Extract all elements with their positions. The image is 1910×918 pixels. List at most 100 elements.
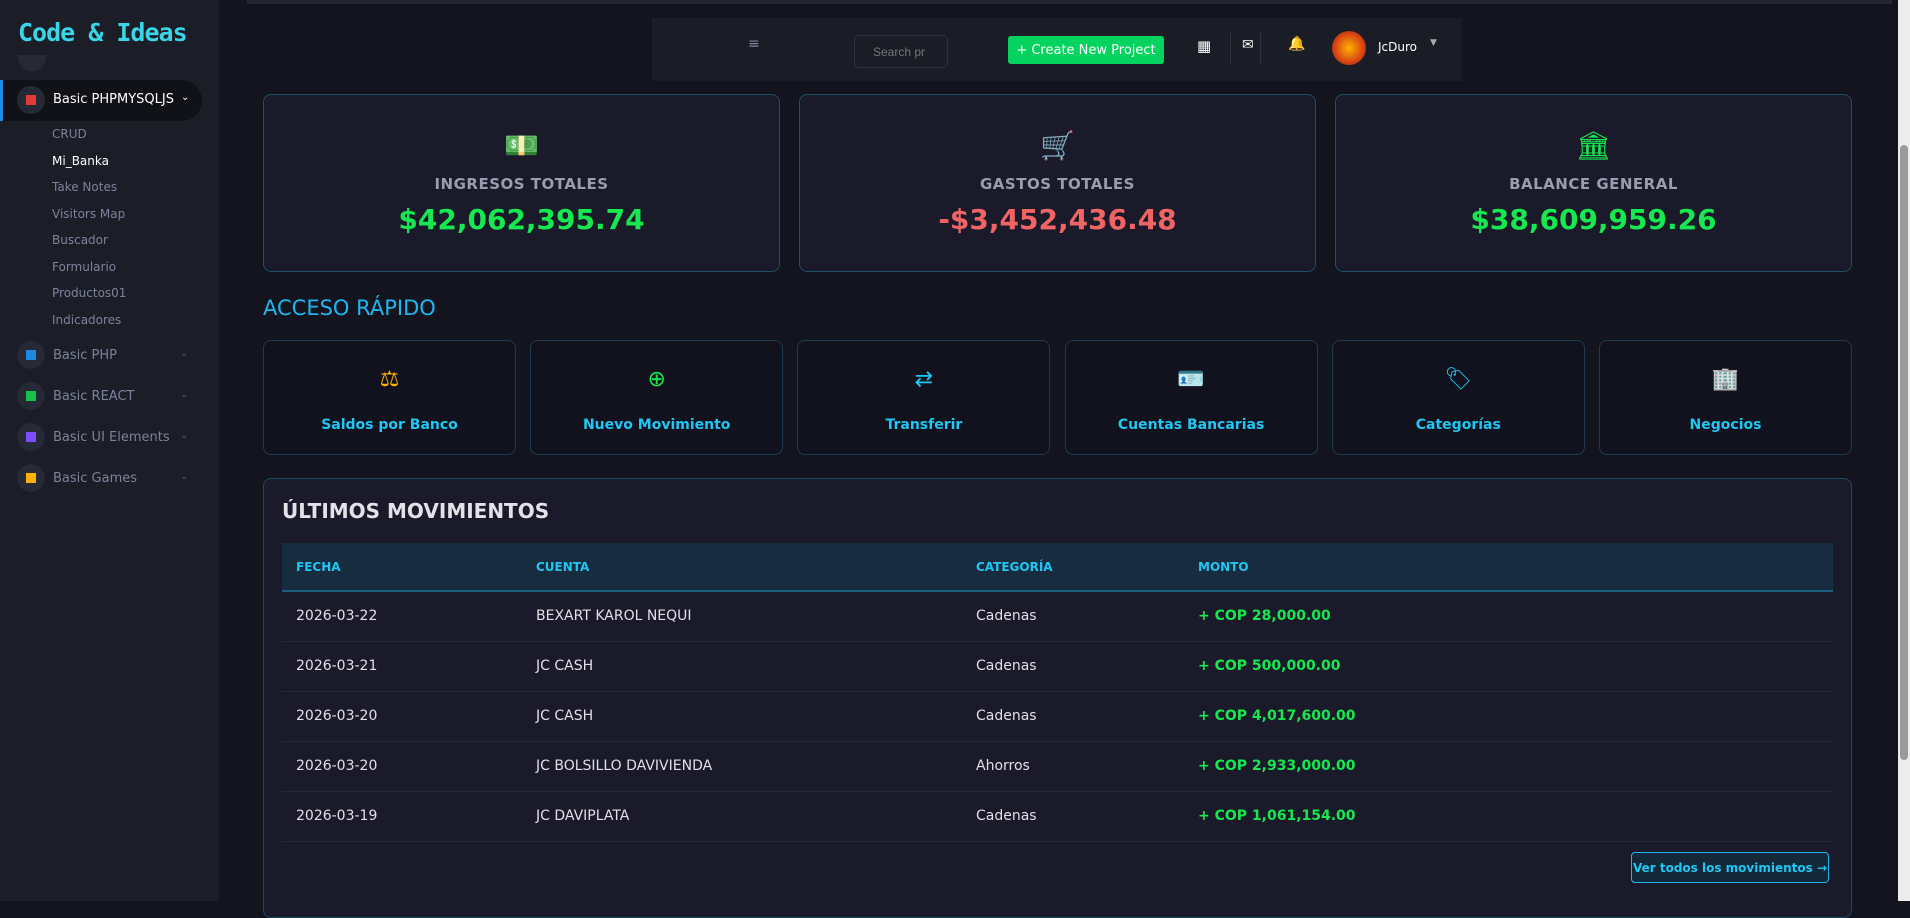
stat-label: INGRESOS TOTALES <box>434 175 609 193</box>
stat-card: 💵 INGRESOS TOTALES $42,062,395.74 <box>263 94 780 272</box>
sidebar-subitem[interactable]: Mi_Banka <box>52 153 109 168</box>
table-cell: Cadenas <box>962 641 1184 692</box>
table-cell: 2026-03-21 <box>282 641 522 692</box>
hamburger-icon[interactable]: ≡ <box>748 36 760 52</box>
create-project-button[interactable]: + Create New Project <box>1008 36 1164 64</box>
table-row: 2026-03-20 JC CASH Cadenas + COP 4,017,600.… <box>282 691 1833 742</box>
bell-icon[interactable]: 🔔 <box>1288 36 1306 52</box>
table-cell: 2026-03-20 <box>282 691 522 742</box>
table-cell: Ahorros <box>962 741 1184 792</box>
table-cell: + COP 4,017,600.00 <box>1184 691 1833 742</box>
sidebar: Code & Ideas Basic PHPMYSQLJS ⌄ CRUD Mi_B… <box>0 0 219 901</box>
caret-down-icon: ▼ <box>1430 38 1437 48</box>
scrollbar-thumb[interactable] <box>1900 145 1908 760</box>
stat-card: 🛒 GASTOS TOTALES -$3,452,436.48 <box>799 94 1316 272</box>
movements-title: ÚLTIMOS MOVIMIENTOS <box>282 499 550 523</box>
stat-value: -$3,452,436.48 <box>938 203 1177 236</box>
table-cell: Cadenas <box>962 791 1184 842</box>
group-label: Basic UI Elements <box>53 430 170 445</box>
table-cell: + COP 28,000.00 <box>1184 591 1833 642</box>
avatar[interactable] <box>1332 31 1366 65</box>
logo[interactable]: Code & Ideas <box>18 18 188 47</box>
table-cell: Cadenas <box>962 591 1184 642</box>
sidebar-subitem[interactable]: Visitors Map <box>52 206 126 221</box>
col-categoria: CATEGORÍA <box>962 543 1184 592</box>
stat-label: GASTOS TOTALES <box>979 175 1135 193</box>
group-label: Basic PHP <box>53 348 118 363</box>
quick-access-item[interactable]: ⚖ Saldos por Banco <box>263 340 516 455</box>
stat-value: $38,609,959.26 <box>1470 203 1717 236</box>
quick-label: Negocios <box>1689 417 1762 433</box>
stat-label: BALANCE GENERAL <box>1509 175 1678 193</box>
search-input[interactable] <box>854 35 948 68</box>
quick-access-item[interactable]: 🏷 Categorías <box>1331 340 1585 455</box>
table-cell: JC CASH <box>522 691 962 742</box>
table-cell: 2026-03-20 <box>282 741 522 792</box>
table-cell: JC BOLSILLO DAVIVIENDA <box>522 741 962 792</box>
table-cell: JC CASH <box>522 641 962 692</box>
quick-access-item[interactable]: 🪪 Cuentas Bancarias <box>1064 340 1318 455</box>
quick-icon: 🏷 <box>1444 367 1473 392</box>
quick-label: Saldos por Banco <box>321 417 458 433</box>
chevron-down-icon: ⌄ <box>180 348 189 359</box>
table-cell: JC DAVIPLATA <box>522 791 962 842</box>
quick-access-item[interactable]: 🏢 Negocios <box>1599 340 1852 455</box>
col-cuenta: CUENTA <box>522 543 962 592</box>
quick-access-item[interactable]: ⇄ Transferir <box>797 340 1051 455</box>
scrollbar[interactable] <box>1898 0 1910 901</box>
latest-movements-card: ÚLTIMOS MOVIMIENTOS FECHA CUENTA CATEGOR… <box>263 478 1852 918</box>
view-all-movements-button[interactable]: Ver todos los movimientos → <box>1631 852 1829 883</box>
table-row: 2026-03-20 JC BOLSILLO DAVIVIENDA Ahorros +… <box>282 741 1833 792</box>
sidebar-group-basic-phpmysqljs[interactable]: Basic PHPMYSQLJS ⌄ <box>0 80 202 121</box>
apps-grid-icon[interactable]: ▦ <box>1197 37 1212 55</box>
quick-access-item[interactable]: ⊕ Nuevo Movimiento <box>530 340 784 455</box>
quick-label: Nuevo Movimiento <box>582 417 731 433</box>
group-label: Basic Games <box>53 471 138 486</box>
sidebar-subitem[interactable]: Formulario <box>52 259 117 274</box>
mail-icon[interactable]: ✉ <box>1242 37 1254 53</box>
group-icon <box>17 382 45 410</box>
table-cell: Cadenas <box>962 691 1184 742</box>
bank-icon: 🏛 <box>1575 129 1612 162</box>
quick-label: Categorías <box>1415 417 1501 433</box>
table-cell: BEXART KAROL NEQUI <box>522 591 962 642</box>
cart-icon: 🛒 <box>1040 129 1075 162</box>
table-row: 2026-03-19 JC DAVIPLATA Cadenas + COP 1,061… <box>282 791 1833 842</box>
chevron-down-icon: ⌄ <box>180 430 189 441</box>
movements-table: FECHA CUENTA CATEGORÍA MONTO 2026-03-22 B… <box>282 543 1833 842</box>
table-cell: + COP 500,000.00 <box>1184 641 1833 692</box>
navbar: ≡ + Create New Project ▦ ✉ 🔔 JcDuro ▼ <box>652 18 1462 81</box>
table-row: 2026-03-22 BEXART KAROL NEQUI Cadenas + COP… <box>282 591 1833 642</box>
stat-card: 🏛 BALANCE GENERAL $38,609,959.26 <box>1335 94 1852 272</box>
quick-icon: 🏢 <box>1711 367 1740 392</box>
quick-icon: ⚖ <box>379 367 400 392</box>
top-strip <box>247 0 1892 4</box>
sidebar-subitem[interactable]: Buscador <box>52 233 108 247</box>
collapsed-group-icon <box>18 55 46 71</box>
table-cell: + COP 1,061,154.00 <box>1184 791 1833 842</box>
quick-label: Cuentas Bancarias <box>1117 417 1265 433</box>
col-fecha: FECHA <box>282 543 522 592</box>
stat-value: $42,062,395.74 <box>398 203 645 236</box>
grid-icon <box>17 86 45 114</box>
quick-icon: ⇄ <box>914 367 934 392</box>
sidebar-subitem[interactable]: Productos01 <box>52 286 127 300</box>
sidebar-subitem[interactable]: Indicadores <box>52 312 122 327</box>
quick-access-title: ACCESO RÁPIDO <box>263 296 436 320</box>
table-cell: 2026-03-22 <box>282 591 522 642</box>
table-cell: + COP 2,933,000.00 <box>1184 741 1833 792</box>
sidebar-subitem[interactable]: Take Notes <box>52 180 118 194</box>
money-icon: 💵 <box>504 129 539 162</box>
group-label: Basic REACT <box>53 389 135 404</box>
sidebar-subitem[interactable]: CRUD <box>52 127 87 141</box>
table-cell: 2026-03-19 <box>282 791 522 842</box>
group-icon <box>17 423 45 451</box>
chevron-down-icon: ⌄ <box>180 389 189 400</box>
user-menu[interactable]: JcDuro <box>1378 40 1417 54</box>
quick-icon: 🪪 <box>1177 367 1205 392</box>
table-row: 2026-03-21 JC CASH Cadenas + COP 500,000.00 <box>282 641 1833 692</box>
group-icon <box>17 341 45 369</box>
group-label: Basic PHPMYSQLJS <box>53 92 174 107</box>
chevron-down-icon: ⌄ <box>180 471 189 482</box>
chevron-down-icon: ⌄ <box>181 92 190 103</box>
